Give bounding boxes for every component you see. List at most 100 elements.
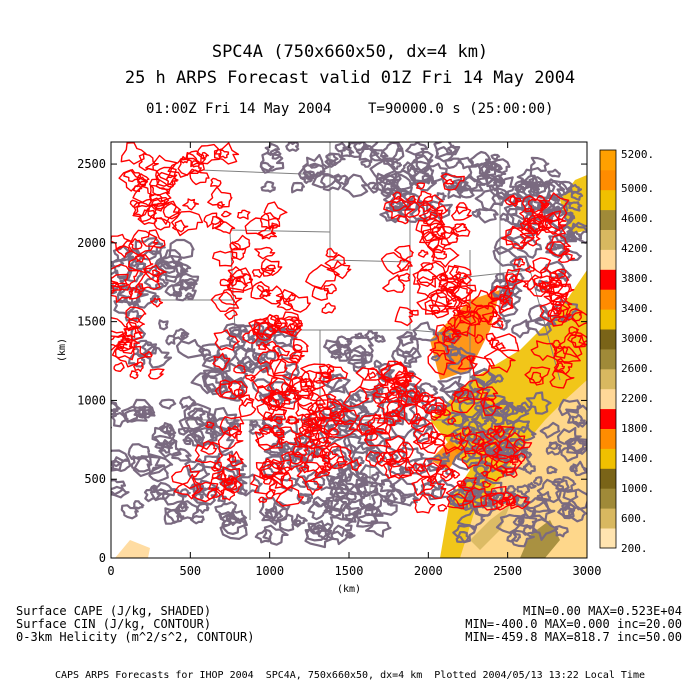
helicity-contour (451, 469, 461, 479)
helicity-contour (427, 237, 452, 254)
cin-contour (163, 507, 185, 525)
helicity-contour (471, 431, 493, 447)
helicity-contour (244, 217, 275, 238)
cin-contour (158, 319, 169, 331)
helicity-contour (123, 168, 142, 183)
cin-contour (405, 142, 429, 157)
helicity-contour (452, 387, 470, 404)
helicity-contour (210, 291, 240, 312)
helicity-contour (257, 227, 277, 240)
helicity-contour (153, 217, 171, 231)
helicity-contour (456, 480, 467, 488)
helicity-contour (376, 396, 402, 416)
helicity-contour (356, 423, 376, 436)
cin-contour (426, 200, 453, 220)
helicity-contour (219, 479, 238, 492)
cin-contour (330, 524, 354, 546)
x-tick-label: 2500 (493, 564, 522, 578)
helicity-contour (455, 202, 468, 215)
helicity-contour (256, 396, 285, 420)
helicity-contour (416, 190, 433, 204)
cin-contour (458, 156, 474, 170)
helicity-contour (210, 216, 225, 230)
helicity-contour (321, 302, 336, 314)
helicity-contour (327, 445, 345, 468)
cin-contour (172, 278, 197, 302)
cin-contour (217, 494, 228, 503)
helicity-contour (509, 494, 531, 510)
y-tick-label: 0 (99, 551, 106, 565)
cape-shading (115, 540, 150, 558)
helicity-contour (539, 301, 565, 323)
cin-contour (216, 344, 238, 365)
helicity-contour (325, 247, 338, 258)
helicity-contour (505, 227, 535, 250)
helicity-contour (268, 377, 292, 398)
helicity-contour (440, 274, 465, 294)
cin-contour (264, 509, 279, 520)
helicity-contour (363, 367, 384, 381)
helicity-contour (137, 176, 149, 187)
helicity-contour (421, 396, 445, 414)
helicity-contour (323, 419, 357, 439)
helicity-contour (291, 377, 314, 397)
helicity-contour (416, 261, 447, 288)
helicity-contour (265, 489, 276, 499)
helicity-contour (421, 476, 447, 500)
helicity-contour (364, 429, 379, 441)
field-name-helicity: 0-3km Helicity (m^2/s^2, CONTOUR) (16, 630, 255, 644)
colorbar-frame (599, 149, 617, 549)
y-axis-label: (km) (57, 338, 68, 362)
cin-contour (565, 437, 587, 453)
helicity-contour (250, 281, 271, 300)
helicity-contour (242, 328, 259, 344)
helicity-contour (429, 341, 450, 357)
cin-contour (344, 531, 356, 539)
cin-contour (516, 426, 537, 442)
helicity-contour (525, 265, 536, 274)
cin-contour (370, 389, 383, 400)
cin-contour (360, 351, 374, 364)
helicity-contour (504, 194, 519, 206)
cin-contour (570, 190, 584, 201)
cin-contour (510, 272, 525, 283)
helicity-contour (481, 311, 502, 326)
helicity-contour (132, 203, 157, 223)
cin-contour (325, 152, 346, 166)
helicity-contour (111, 317, 128, 338)
helicity-contour (382, 274, 406, 293)
cin-contour (532, 476, 543, 486)
helicity-contour (275, 289, 297, 303)
helicity-contour (539, 212, 567, 235)
cin-contour (127, 258, 138, 268)
helicity-contour (205, 421, 215, 429)
cin-contour (505, 485, 517, 494)
helicity-contour (390, 376, 412, 389)
helicity-contour (212, 250, 238, 267)
helicity-contour (250, 366, 279, 389)
colorbar-swatch (600, 150, 616, 171)
colorbar-swatch (600, 349, 616, 370)
helicity-contour (436, 205, 449, 215)
cin-contour (449, 347, 469, 366)
chart-title-line2: 25 h ARPS Forecast valid 01Z Fri 14 May … (124, 68, 576, 88)
helicity-contour (421, 434, 446, 454)
cin-contour (433, 142, 461, 159)
helicity-contour (307, 416, 325, 427)
helicity-contour (145, 154, 178, 181)
helicity-contour (485, 332, 496, 343)
helicity-contour (486, 427, 499, 438)
helicity-contour (311, 286, 329, 301)
helicity-contour (128, 229, 159, 256)
helicity-contour (393, 379, 409, 395)
helicity-contour (218, 149, 230, 159)
helicity-contour (288, 354, 302, 364)
x-tick-label: 500 (179, 564, 201, 578)
cin-contour (350, 393, 362, 403)
cin-contour (297, 492, 312, 505)
field-stats-cape: MIN=0.00 MAX=0.523E+04 (523, 604, 682, 618)
helicity-contour (571, 311, 587, 328)
helicity-contour (255, 426, 285, 448)
colorbar-swatch (600, 528, 616, 549)
